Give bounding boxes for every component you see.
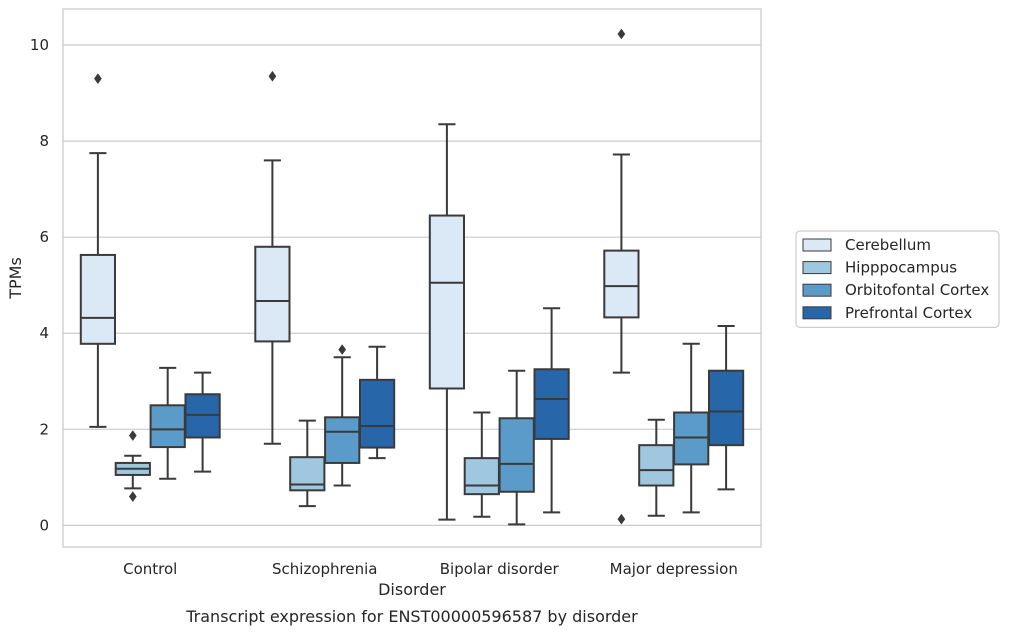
plot-frame xyxy=(62,8,762,548)
box-hipppocampus xyxy=(114,430,151,502)
box-orbitofontal-cortex xyxy=(324,344,361,487)
outlier-point xyxy=(617,513,626,525)
legend-swatch xyxy=(802,261,832,275)
legend-label: Hipppocampus xyxy=(845,259,957,277)
y-tick-label: 8 xyxy=(39,132,49,150)
legend-label: Cerebellum xyxy=(845,236,931,254)
box-iqr xyxy=(254,245,291,343)
x-tick-label: Control xyxy=(123,560,177,578)
box-iqr xyxy=(324,416,361,464)
y-axis-label: TPMs xyxy=(6,257,25,300)
legend-label: Orbitofontal Cortex xyxy=(845,281,989,299)
y-tick-label: 0 xyxy=(39,516,49,534)
box-hipppocampus xyxy=(289,419,326,508)
box-iqr xyxy=(638,444,675,487)
box-orbitofontal-cortex xyxy=(149,366,186,480)
chart-caption: Transcript expression for ENST0000059658… xyxy=(185,607,638,626)
legend-swatch xyxy=(802,238,832,252)
box-prefrontal-cortex xyxy=(533,307,570,514)
x-axis-label: Disorder xyxy=(378,580,446,599)
y-tick-label: 6 xyxy=(39,228,49,246)
box-prefrontal-cortex xyxy=(184,371,221,473)
legend-label: Prefrontal Cortex xyxy=(845,304,972,322)
box-prefrontal-cortex xyxy=(707,325,745,491)
box-hipppocampus xyxy=(638,418,675,517)
y-axis-ticks: 0 2 4 6 8 10 xyxy=(30,36,49,534)
x-tick-label: Bipolar disorder xyxy=(440,560,560,578)
box-iqr xyxy=(79,253,117,345)
box-cerebellum xyxy=(603,28,640,525)
box-prefrontal-cortex xyxy=(358,345,396,460)
y-tick-label: 2 xyxy=(39,420,49,438)
outlier-point xyxy=(617,28,626,40)
box-cerebellum xyxy=(254,70,291,445)
box-iqr xyxy=(707,369,745,447)
legend: Cerebellum Hipppocampus Orbitofontal Corte… xyxy=(795,230,1000,329)
box-iqr xyxy=(533,368,570,440)
box-iqr xyxy=(463,457,500,496)
outlier-point xyxy=(93,73,102,85)
box-orbitofontal-cortex xyxy=(498,369,535,526)
outlier-point xyxy=(268,70,277,82)
box-orbitofontal-cortex xyxy=(673,342,710,514)
legend-frame xyxy=(795,230,1000,329)
x-axis-ticks: Control Schizophrenia Bipolar disorder Majo… xyxy=(123,560,738,578)
outlier-point xyxy=(338,344,347,356)
y-tick-label: 10 xyxy=(30,36,49,54)
y-tick-label: 4 xyxy=(39,324,49,342)
box-iqr xyxy=(498,417,535,493)
x-tick-label: Major depression xyxy=(610,560,738,578)
box-hipppocampus xyxy=(463,411,500,518)
legend-swatch xyxy=(802,283,832,297)
x-tick-label: Schizophrenia xyxy=(272,560,377,578)
box-iqr xyxy=(428,214,466,390)
box-iqr xyxy=(149,404,186,449)
box-iqr xyxy=(358,378,396,449)
plot-area xyxy=(79,28,745,526)
outlier-point xyxy=(128,430,137,441)
box-cerebellum xyxy=(428,123,466,521)
legend-swatch xyxy=(802,306,832,320)
box-cerebellum xyxy=(79,73,117,428)
box-iqr xyxy=(603,249,640,319)
outlier-point xyxy=(128,491,137,502)
